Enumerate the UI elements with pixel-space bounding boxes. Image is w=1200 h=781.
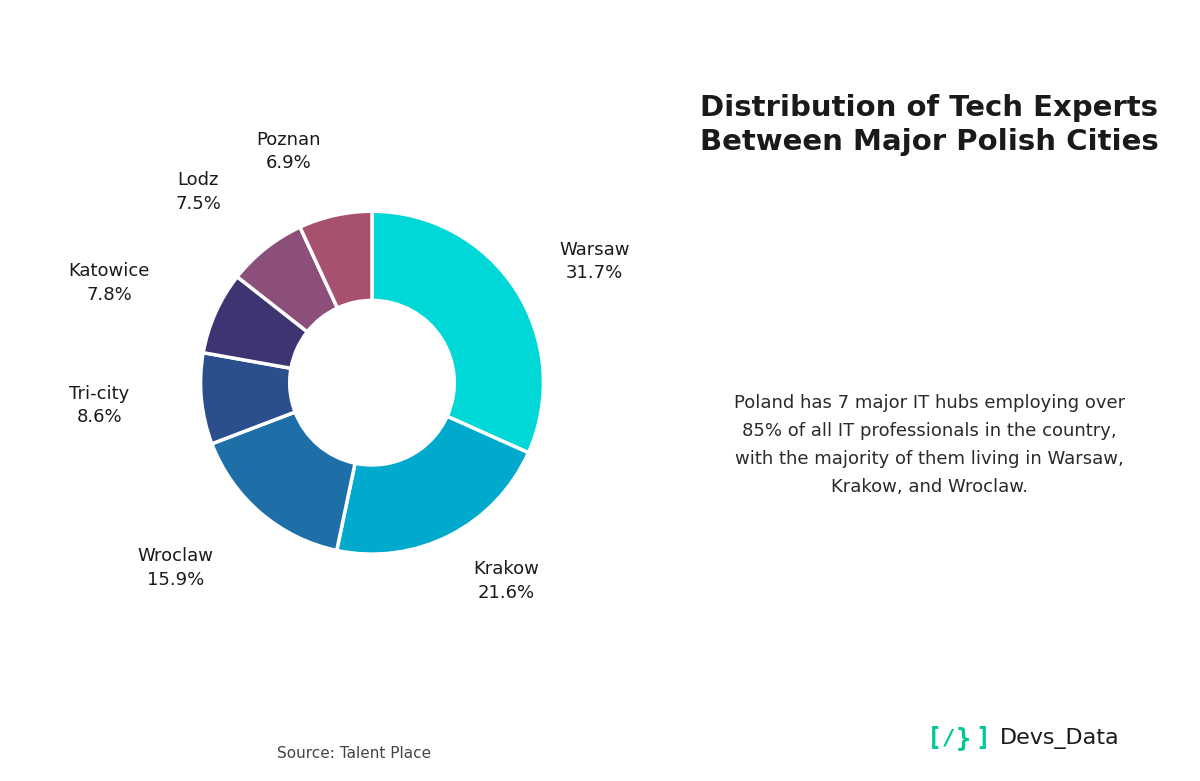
Wedge shape bbox=[337, 416, 528, 554]
Text: Krakow
21.6%: Krakow 21.6% bbox=[473, 561, 539, 602]
Wedge shape bbox=[212, 412, 355, 551]
Wedge shape bbox=[238, 227, 337, 332]
Text: Wroclaw
15.9%: Wroclaw 15.9% bbox=[138, 547, 214, 589]
Text: Poznan
6.9%: Poznan 6.9% bbox=[257, 131, 322, 173]
Text: Warsaw
31.7%: Warsaw 31.7% bbox=[559, 241, 630, 282]
Text: Distribution of Tech Experts
Between Major Polish Cities: Distribution of Tech Experts Between Maj… bbox=[700, 94, 1159, 156]
Text: Tri-city
8.6%: Tri-city 8.6% bbox=[70, 385, 130, 426]
Wedge shape bbox=[200, 353, 295, 444]
Text: /: / bbox=[941, 728, 955, 748]
Wedge shape bbox=[203, 276, 307, 369]
Text: Katowice
7.8%: Katowice 7.8% bbox=[68, 262, 150, 304]
Text: Devs_Data: Devs_Data bbox=[1000, 728, 1120, 748]
Wedge shape bbox=[372, 212, 544, 453]
Text: [: [ bbox=[928, 726, 942, 750]
Text: }: } bbox=[956, 726, 971, 750]
Text: Lodz
7.5%: Lodz 7.5% bbox=[175, 171, 221, 212]
Text: Source: Talent Place: Source: Talent Place bbox=[277, 746, 431, 761]
Wedge shape bbox=[300, 212, 372, 308]
Text: ]: ] bbox=[976, 726, 991, 750]
Text: Poland has 7 major IT hubs employing over
85% of all IT professionals in the cou: Poland has 7 major IT hubs employing ove… bbox=[733, 394, 1124, 496]
